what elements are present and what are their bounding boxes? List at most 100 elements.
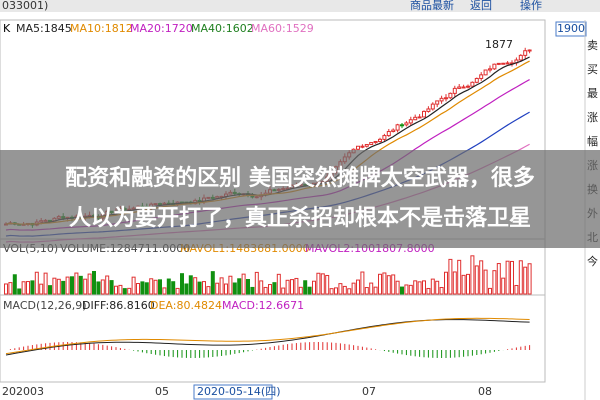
volume-bar	[351, 282, 356, 295]
indicator: MACD(12,26,9)	[3, 299, 87, 312]
volume-bar	[118, 284, 123, 295]
side-label: 今	[587, 254, 598, 268]
volume-bar	[334, 287, 338, 295]
volume-bar	[140, 281, 145, 295]
volume-bar	[338, 283, 343, 295]
volume-bar	[43, 272, 48, 295]
candle-body	[382, 135, 387, 140]
volume-bar	[250, 286, 255, 295]
headline-line: 人以为要开打了，真正杀招却根本不是击落卫星	[68, 206, 531, 231]
menu-item[interactable]: 返回	[470, 0, 492, 12]
volume-bar	[39, 283, 44, 295]
indicator: MA40:1602	[191, 22, 254, 35]
volume-bar	[52, 277, 57, 295]
volume-bar	[237, 278, 242, 295]
volume-bar	[263, 286, 268, 295]
menu-item[interactable]: 操作	[520, 0, 542, 12]
candle-body	[488, 68, 492, 71]
volume-bar	[391, 274, 396, 295]
price-box-text: 1900	[557, 22, 585, 35]
volume-bar	[514, 284, 519, 295]
volume-bar	[483, 269, 488, 295]
side-label: 涨	[587, 111, 598, 124]
indicator: DIFF:86.8160	[82, 299, 155, 312]
volume-bar	[210, 271, 215, 295]
volume-bar	[180, 273, 184, 295]
volume-bar	[290, 279, 294, 295]
indicator: DEA:80.4824	[150, 299, 222, 312]
candle-body	[422, 110, 426, 118]
indicator: MA10:1812	[70, 22, 133, 35]
volume-bar	[114, 285, 118, 295]
volume-bar	[219, 277, 224, 295]
candle-body	[395, 124, 400, 131]
candle-body	[492, 63, 497, 70]
candle-body	[408, 119, 413, 124]
candle-body	[417, 116, 422, 119]
volume-bar	[56, 278, 61, 295]
volume-bar	[12, 274, 17, 295]
indicator: MA20:1720	[130, 22, 193, 35]
volume-bar	[136, 283, 140, 295]
volume-bar	[470, 255, 475, 295]
price-box	[555, 21, 587, 37]
menu-item[interactable]: 商品最新	[410, 0, 454, 12]
volume-bar	[254, 271, 259, 295]
x-label: 07	[362, 385, 376, 398]
panel-label: K	[3, 22, 11, 35]
volume-bar	[294, 277, 299, 295]
candle-body	[501, 62, 506, 65]
volume-bar	[202, 281, 206, 295]
volume-bar	[378, 273, 382, 295]
volume-bar	[448, 258, 453, 295]
volume-bar	[435, 280, 440, 295]
volume-bar	[342, 285, 347, 295]
candle-body	[400, 124, 404, 127]
volume-bar	[30, 280, 35, 295]
candle-body	[523, 50, 528, 56]
volume-bar	[100, 279, 105, 295]
volume-bar	[272, 282, 277, 295]
candle-body	[527, 49, 532, 52]
candle-body	[444, 97, 448, 100]
volume-bar	[105, 275, 110, 295]
volume-bar	[356, 279, 360, 295]
candle-body	[356, 145, 360, 150]
volume-bar	[479, 260, 484, 295]
volume-bar	[426, 287, 431, 295]
volume-bar	[466, 273, 470, 295]
side-label: 买	[587, 63, 598, 76]
volume-bar	[188, 275, 193, 295]
code: 033001)	[2, 0, 48, 12]
x-label: 2020-05-14(四)	[197, 385, 281, 398]
volume-bar	[400, 286, 404, 295]
volume-bar	[439, 286, 444, 295]
volume-bar	[26, 281, 30, 295]
volume-bar	[61, 280, 66, 295]
candle-body	[461, 86, 466, 89]
volume-bar	[488, 287, 492, 295]
volume-bar	[382, 272, 387, 295]
volume-bar	[457, 259, 462, 295]
candle-body	[479, 74, 484, 79]
volume-bar	[347, 288, 352, 295]
candle-body	[364, 144, 369, 147]
candle-body	[448, 92, 453, 99]
volume-bar	[171, 281, 176, 295]
candle-body	[474, 77, 479, 83]
candle-body	[505, 62, 510, 65]
volume-bar	[83, 278, 88, 295]
volume-bar	[422, 280, 426, 295]
candle-body	[430, 103, 435, 110]
volume-bar	[215, 282, 220, 295]
volume-bar	[325, 274, 330, 295]
volume-bar	[48, 285, 52, 295]
volume-bar	[8, 282, 13, 295]
volume-bar	[329, 288, 334, 295]
headline: 配资和融资的区别 美国突然摊牌太空武器，很多 人以为要开打了，真正杀招却根本不是…	[0, 150, 600, 248]
volume-bar	[285, 279, 290, 295]
volume-bar	[74, 272, 79, 295]
volume-bar	[228, 275, 233, 295]
date-cursor	[193, 384, 273, 400]
